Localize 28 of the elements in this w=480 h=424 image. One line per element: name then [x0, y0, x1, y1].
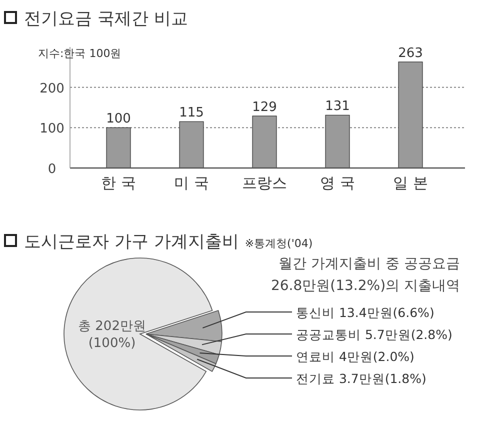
chart-title: 도시근로자 가구 가계지출비 — [24, 232, 239, 252]
bar — [252, 116, 277, 168]
x-tick-label: 한 국 — [101, 174, 136, 192]
bar — [398, 62, 423, 168]
x-tick-label: 미 국 — [174, 174, 209, 192]
x-tick-label: 영 국 — [320, 174, 355, 192]
bar — [325, 114, 350, 168]
slice-label: 통신비 13.4만원(6.6%) — [296, 305, 434, 320]
annotation: 지수:한국 100원 — [38, 47, 122, 60]
data-label: 129 — [252, 100, 277, 115]
x-tick-label: 일 본 — [393, 174, 428, 192]
slice-label: 공공교통비 5.7만원(2.8%) — [296, 327, 452, 342]
chart-title: 전기요금 국제간 비교 — [24, 9, 188, 29]
data-label: 263 — [398, 46, 423, 61]
text: 총 202만원 (100%) — [78, 319, 146, 351]
bar — [106, 127, 131, 168]
x-tick-label: 프랑스 — [242, 174, 287, 192]
y-tick-label: 0 — [48, 162, 56, 177]
slice-label: 전기료 3.7만원(1.8%) — [296, 371, 426, 386]
chart-subtitle: ※통계청('04) — [244, 237, 313, 250]
bar — [179, 121, 204, 168]
y-tick-label: 200 — [40, 81, 64, 96]
data-label: 115 — [179, 106, 204, 121]
slice-label: 연료비 4만원(2.0%) — [296, 349, 414, 364]
data-label: 100 — [106, 112, 131, 127]
y-tick-label: 100 — [40, 122, 64, 137]
data-label: 131 — [325, 99, 350, 114]
text: 월간 가계지출비 중 공공요금 26.8만원(13.2%)의 지출내역 — [270, 256, 460, 294]
